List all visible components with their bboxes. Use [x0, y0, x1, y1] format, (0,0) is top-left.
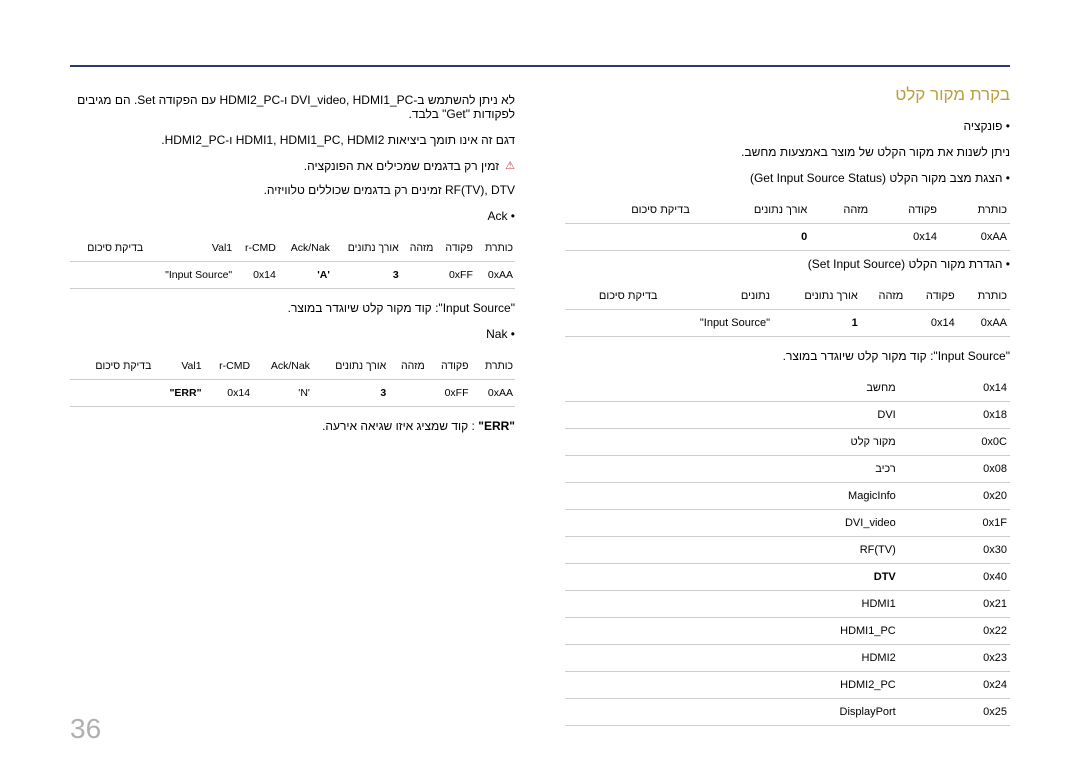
err-note: "ERR" "ERR" : קוד שמציג איזו שגיאה אירעה… — [70, 419, 515, 433]
table-row: 0x24HDMI2_PC — [565, 672, 1010, 699]
header-rule — [70, 65, 1010, 67]
status-table: כותרת פקודה מזהה אורך נתונים בדיקת סיכום… — [565, 197, 1010, 251]
function-bullet: • פונקציה — [565, 119, 1010, 133]
table-row: כותרת פקודה מזהה אורך נתונים Ack/Nak r-C… — [70, 235, 515, 262]
ack-table: כותרת פקודה מזהה אורך נתונים Ack/Nak r-C… — [70, 235, 515, 289]
input-source-note-2: "Input Source": קוד מקור קלט שיוגדר במוצ… — [70, 301, 515, 315]
table-row: כותרת פקודה מזהה אורך נתונים נתונים בדיק… — [565, 283, 1010, 310]
warning-icon: ⚠ — [505, 159, 515, 173]
function-desc: ניתן לשנות את מקור הקלט של מוצר באמצעות … — [565, 145, 1010, 159]
table-row: כותרת פקודה מזהה אורך נתונים בדיקת סיכום — [565, 197, 1010, 224]
table-row: 0x0Cמקור קלט — [565, 429, 1010, 456]
table-row: 0x21HDMI1 — [565, 591, 1010, 618]
input-source-note: "Input Source": קוד מקור קלט שיוגדר במוצ… — [565, 349, 1010, 363]
warning-line-1: ⚠ זמין רק בדגמים שמכילים את הפונקציה. — [70, 159, 515, 173]
table-row: 0x40DTV — [565, 564, 1010, 591]
table-row: 0xAA 0x14 1 "Input Source" — [565, 310, 1010, 337]
note-line-2: דגם זה אינו תומך ביציאות HDMI1, HDMI1_PC… — [70, 133, 515, 147]
table-row: 0xAA 0xFF 3 'A' 0x14 "Input Source" — [70, 262, 515, 289]
table-row: 0x23HDMI2 — [565, 645, 1010, 672]
table-row: 0x30RF(TV) — [565, 537, 1010, 564]
table-row: כותרת פקודה מזהה אורך נתונים Ack/Nak r-C… — [70, 353, 515, 380]
table-row: 0xAA 0xFF 3 'N' 0x14 "ERR" — [70, 380, 515, 407]
table-row: 0x14מחשב — [565, 375, 1010, 402]
page-number: 36 — [70, 713, 101, 745]
page-title: בקרת מקור קלט — [565, 85, 1010, 105]
nak-bullet: • Nak — [70, 327, 515, 341]
note-line-3: RF(TV), DTV זמינים רק בדגמים שכוללים טלו… — [70, 183, 515, 197]
table-row: 0xAA 0x14 0 — [565, 224, 1010, 251]
status-bullet: • הצגת מצב מקור הקלט (Get Input Source S… — [565, 171, 1010, 185]
set-bullet: • הגדרת מקור הקלט (Set Input Source) — [565, 257, 1010, 271]
left-column: לא ניתן להשתמש ב-DVI_video, HDMI1_PC ו-H… — [70, 85, 515, 726]
right-column: בקרת מקור קלט • פונקציה ניתן לשנות את מק… — [565, 85, 1010, 726]
ack-bullet: • Ack — [70, 209, 515, 223]
table-row: 0x22HDMI1_PC — [565, 618, 1010, 645]
table-row: 0x1FDVI_video — [565, 510, 1010, 537]
table-row: 0x18DVI — [565, 402, 1010, 429]
nak-table: כותרת פקודה מזהה אורך נתונים Ack/Nak r-C… — [70, 353, 515, 407]
source-codes-table: 0x14מחשב0x18DVI0x0Cמקור קלט0x08רכיב0x20M… — [565, 375, 1010, 726]
set-table: כותרת פקודה מזהה אורך נתונים נתונים בדיק… — [565, 283, 1010, 337]
warning-text-1: זמין רק בדגמים שמכילים את הפונקציה. — [304, 159, 499, 173]
table-row: 0x08רכיב — [565, 456, 1010, 483]
table-row: 0x25DisplayPort — [565, 699, 1010, 726]
note-line-1: לא ניתן להשתמש ב-DVI_video, HDMI1_PC ו-H… — [70, 93, 515, 121]
table-row: 0x20MagicInfo — [565, 483, 1010, 510]
